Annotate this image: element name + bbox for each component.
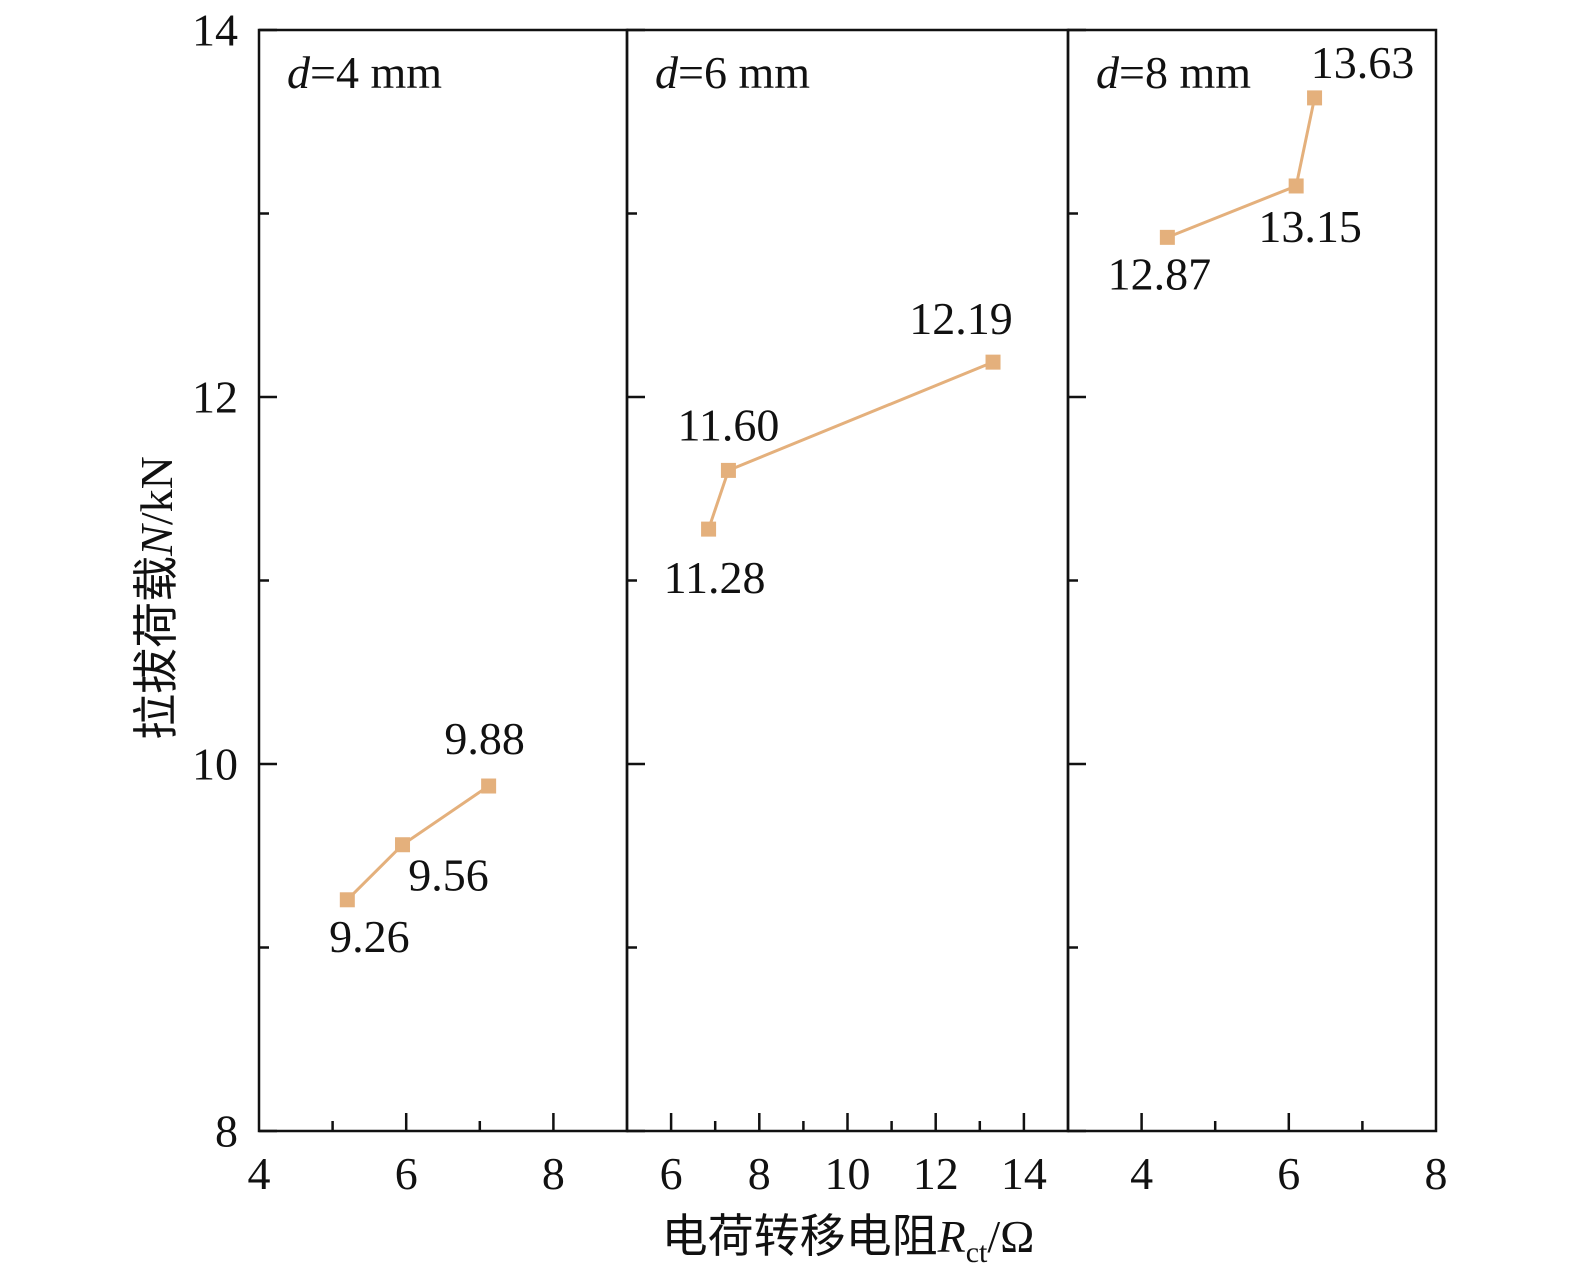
data-label-p1-1: 9.26: [329, 911, 410, 962]
data-label-p2-1: 11.28: [664, 552, 766, 603]
y-tick-label-12: 12: [192, 372, 238, 423]
data-label-p3-3: 13.63: [1311, 37, 1415, 88]
panel-label-rest-3: =8 mm: [1119, 47, 1251, 98]
x-tick-label-p3-6: 6: [1277, 1148, 1300, 1199]
x-axis-label-subscript: ct: [966, 1236, 988, 1269]
panel-label-var-3: d: [1096, 47, 1120, 98]
panel-label-rest-2: =6 mm: [678, 47, 810, 98]
data-point-p3-2: [1288, 178, 1304, 194]
x-axis-label: 电荷转移电阻Rct/Ω: [662, 1211, 1035, 1269]
data-point-p1-2: [395, 837, 411, 853]
x-tick-label-p2-8: 8: [748, 1148, 771, 1199]
data-label-p3-1: 12.87: [1108, 248, 1212, 299]
label-layer: d=4 mm9.269.569.88d=6 mm11.2811.6012.19d…: [287, 37, 1414, 962]
data-label-p3-2: 13.15: [1258, 201, 1362, 252]
panel-frame-3: [1066, 28, 1438, 1133]
x-axis-label-text: 电荷转移电阻: [662, 1211, 938, 1262]
x-tick-label-p1-4: 4: [248, 1148, 271, 1199]
panel-label-3: d=8 mm: [1096, 47, 1251, 98]
x-tick-label-p3-4: 4: [1130, 1148, 1153, 1199]
data-layer: [339, 90, 1323, 908]
panel-frame-1: [257, 28, 629, 1133]
x-axis-label-unit: /Ω: [987, 1211, 1034, 1262]
panel-label-1: d=4 mm: [287, 47, 442, 98]
y-axis-label: 拉拔荷载N/kN: [131, 456, 182, 740]
data-point-p2-2: [720, 462, 736, 478]
data-point-p3-3: [1307, 90, 1323, 106]
panel-label-var-1: d: [287, 47, 311, 98]
data-point-p1-1: [339, 892, 355, 908]
data-point-p1-3: [481, 778, 497, 794]
data-point-p2-3: [985, 354, 1001, 370]
panel-label-rest-1: =4 mm: [310, 47, 442, 98]
data-label-p1-2: 9.56: [408, 850, 489, 901]
x-tick-label-p2-10: 10: [825, 1148, 871, 1199]
y-axis-label-unit: /kN: [131, 456, 182, 525]
x-axis-label-symbol: R: [937, 1211, 966, 1262]
y-axis-label-text: 拉拔荷载: [131, 556, 182, 740]
x-tick-label-p1-8: 8: [542, 1148, 565, 1199]
x-tick-label-p1-6: 6: [395, 1148, 418, 1199]
x-tick-label-p3-8: 8: [1425, 1148, 1448, 1199]
data-label-p2-3: 12.19: [909, 293, 1013, 344]
x-tick-label-p2-6: 6: [660, 1148, 683, 1199]
x-tick-label-p2-14: 14: [1001, 1148, 1047, 1199]
axes-layer: 8 10 12 14 4 6 8 6 8 10 12 14 4 6 8: [192, 5, 1448, 1200]
y-tick-label-8: 8: [215, 1106, 238, 1157]
panel-label-var-2: d: [655, 47, 679, 98]
data-label-p1-3: 9.88: [444, 713, 525, 764]
panel-label-2: d=6 mm: [655, 47, 810, 98]
data-point-p2-1: [701, 521, 717, 537]
y-axis-label-symbol: N: [131, 523, 182, 557]
y-tick-label-14: 14: [192, 5, 238, 56]
x-tick-label-p2-12: 12: [913, 1148, 959, 1199]
y-tick-label-10: 10: [192, 739, 238, 790]
data-label-p2-2: 11.60: [678, 399, 780, 450]
data-point-p3-1: [1159, 229, 1175, 245]
